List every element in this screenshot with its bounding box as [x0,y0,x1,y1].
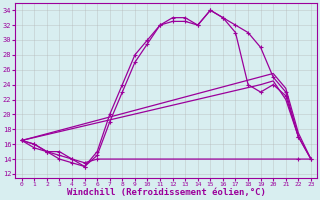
X-axis label: Windchill (Refroidissement éolien,°C): Windchill (Refroidissement éolien,°C) [67,188,266,197]
